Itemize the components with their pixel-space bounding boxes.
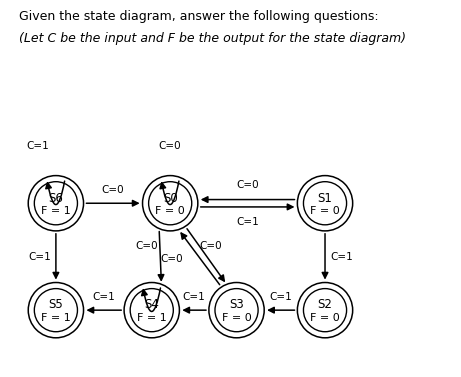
Text: S4: S4 (144, 299, 159, 311)
Text: F = 0: F = 0 (310, 205, 340, 216)
Text: C=1: C=1 (330, 252, 353, 262)
Text: S5: S5 (48, 299, 63, 311)
Text: S1: S1 (318, 192, 332, 205)
Text: S2: S2 (318, 299, 332, 311)
Text: F = 1: F = 1 (41, 313, 71, 323)
Text: C=0: C=0 (159, 141, 182, 151)
Text: F = 0: F = 0 (222, 313, 251, 323)
Text: C=0: C=0 (200, 241, 222, 251)
Text: C=0: C=0 (236, 180, 259, 190)
Text: Given the state diagram, answer the following questions:: Given the state diagram, answer the foll… (19, 10, 378, 23)
Text: S3: S3 (229, 299, 244, 311)
Text: C=1: C=1 (93, 292, 115, 302)
Text: C=1: C=1 (269, 292, 292, 302)
Text: S6: S6 (48, 192, 63, 205)
Text: C=1: C=1 (183, 292, 206, 302)
Text: C=1: C=1 (236, 217, 259, 227)
Text: C=0: C=0 (161, 254, 183, 264)
Text: F = 0: F = 0 (310, 313, 340, 323)
Text: F = 1: F = 1 (41, 205, 71, 216)
Text: F = 0: F = 0 (155, 205, 185, 216)
Text: C=0: C=0 (135, 241, 158, 251)
Text: C=0: C=0 (102, 185, 124, 195)
Text: F = 1: F = 1 (137, 313, 166, 323)
Text: S0: S0 (163, 192, 177, 205)
Text: (Let C be the input and F be the output for the state diagram): (Let C be the input and F be the output … (19, 32, 406, 45)
Text: C=1: C=1 (26, 141, 49, 151)
Text: C=1: C=1 (28, 252, 51, 262)
